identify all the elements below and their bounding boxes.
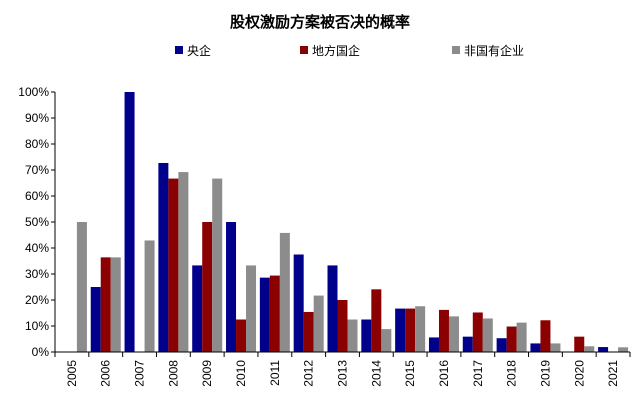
legend-swatch — [452, 46, 460, 54]
bar — [246, 265, 257, 352]
bar — [506, 326, 517, 352]
bar — [192, 265, 203, 352]
bar — [293, 254, 304, 352]
x-tick-label: 2012 — [302, 360, 316, 387]
y-tick-label: 20% — [25, 293, 49, 307]
bar — [540, 320, 551, 352]
bar — [337, 300, 348, 352]
bar — [168, 178, 179, 352]
bar — [212, 178, 223, 352]
bar — [269, 275, 280, 352]
x-tick-label: 2011 — [268, 360, 282, 386]
legend-label: 央企 — [187, 43, 211, 58]
y-tick-label: 40% — [25, 241, 49, 255]
bar — [472, 312, 483, 352]
bar — [361, 319, 372, 352]
legend-swatch — [175, 46, 183, 54]
bar — [371, 289, 382, 352]
chart-title: 股权激励方案被否决的概率 — [230, 13, 410, 31]
y-tick-label: 100% — [18, 85, 49, 99]
y-tick-label: 80% — [25, 137, 49, 151]
bar — [158, 162, 169, 352]
x-tick-label: 2014 — [369, 360, 383, 387]
bar — [550, 343, 561, 352]
x-tick-label: 2010 — [234, 360, 248, 387]
bar — [76, 222, 87, 352]
bar — [90, 287, 101, 352]
bar — [381, 329, 392, 352]
y-tick-label: 10% — [25, 319, 49, 333]
y-tick-label: 0% — [32, 345, 50, 359]
x-tick-label: 2013 — [336, 360, 350, 387]
x-tick-label: 2005 — [65, 360, 79, 387]
legend-swatch — [300, 46, 308, 54]
x-tick-label: 2008 — [166, 360, 180, 387]
bar — [236, 319, 247, 352]
x-tick-labels: 2005 2006 2007 2008 2009 2010 2011 2012 2013 2014… — [65, 360, 620, 387]
x-tick-label: 2007 — [133, 360, 147, 387]
x-tick-label: 2019 — [538, 360, 552, 387]
bar — [584, 346, 595, 352]
bar — [110, 257, 121, 352]
x-tick-label: 2020 — [572, 360, 586, 387]
legend: 央企 地方国企 非国有企业 — [175, 43, 524, 58]
x-tick-label: 2016 — [437, 360, 451, 387]
bar — [415, 306, 426, 352]
bar — [178, 172, 189, 352]
y-tick-labels: 0% 10% 20% 30% 40% 50% 60% 70% 80% 90% 100% — [18, 85, 49, 359]
bar — [100, 257, 111, 352]
y-tick-label: 60% — [25, 189, 49, 203]
bar — [496, 338, 507, 352]
bar — [448, 316, 459, 352]
bar — [598, 347, 609, 352]
bar — [124, 92, 135, 352]
bar — [226, 222, 237, 352]
y-tick-label: 30% — [25, 267, 49, 281]
bar — [313, 295, 324, 352]
bar — [303, 311, 314, 352]
bar — [438, 309, 449, 352]
bar — [327, 265, 338, 352]
bar — [144, 240, 155, 352]
x-tick-label: 2017 — [471, 360, 485, 387]
bar — [279, 232, 290, 352]
bar — [462, 336, 473, 352]
x-tick-label: 2009 — [200, 360, 214, 387]
bar — [618, 347, 629, 352]
bar — [574, 336, 585, 352]
x-tick-label: 2018 — [505, 360, 519, 387]
bar — [405, 308, 416, 352]
y-tick-label: 50% — [25, 215, 49, 229]
bars-group — [76, 92, 629, 352]
x-tick-label: 2021 — [606, 360, 620, 387]
bar — [395, 308, 406, 352]
legend-label: 非国有企业 — [464, 43, 524, 58]
bar — [516, 322, 527, 352]
x-tick-label: 2015 — [403, 360, 417, 387]
bar — [482, 318, 493, 352]
bar — [259, 277, 270, 352]
bar — [428, 337, 439, 352]
y-tick-label: 90% — [25, 111, 49, 125]
bar — [530, 343, 541, 352]
y-tick-label: 70% — [25, 163, 49, 177]
bar — [347, 319, 358, 352]
axes-group — [51, 91, 631, 357]
x-tick-label: 2006 — [99, 360, 113, 387]
legend-label: 地方国企 — [312, 43, 360, 58]
bar — [202, 222, 213, 352]
